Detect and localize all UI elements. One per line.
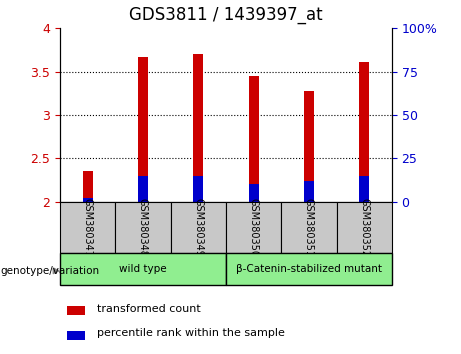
Bar	[226, 253, 392, 285]
Bar	[60, 253, 226, 285]
Text: GSM380347: GSM380347	[83, 198, 93, 257]
Text: genotype/variation: genotype/variation	[0, 266, 99, 276]
Bar	[359, 62, 369, 202]
Text: GSM380350: GSM380350	[248, 198, 259, 257]
Text: GSM380349: GSM380349	[193, 198, 203, 257]
Bar	[304, 181, 314, 202]
Bar	[304, 91, 314, 202]
Bar	[138, 176, 148, 202]
Bar	[171, 202, 226, 253]
Text: GSM380348: GSM380348	[138, 198, 148, 257]
Bar	[115, 202, 171, 253]
Bar	[337, 202, 392, 253]
Bar	[359, 176, 369, 202]
Text: percentile rank within the sample: percentile rank within the sample	[97, 329, 285, 338]
Bar	[193, 176, 203, 202]
Title: GDS3811 / 1439397_at: GDS3811 / 1439397_at	[129, 6, 323, 24]
Bar	[83, 171, 93, 202]
Bar	[138, 57, 148, 202]
Bar	[193, 55, 203, 202]
Bar	[60, 202, 115, 253]
Bar	[248, 184, 259, 202]
Bar	[248, 76, 259, 202]
Bar	[67, 331, 85, 340]
Bar	[281, 202, 337, 253]
Text: wild type: wild type	[119, 264, 167, 274]
Text: GSM380351: GSM380351	[304, 198, 314, 257]
Text: β-Catenin-stabilized mutant: β-Catenin-stabilized mutant	[236, 264, 382, 274]
Bar	[226, 202, 281, 253]
Text: transformed count: transformed count	[97, 304, 201, 314]
Bar	[83, 198, 93, 202]
Text: GSM380352: GSM380352	[359, 198, 369, 257]
Bar	[67, 306, 85, 315]
